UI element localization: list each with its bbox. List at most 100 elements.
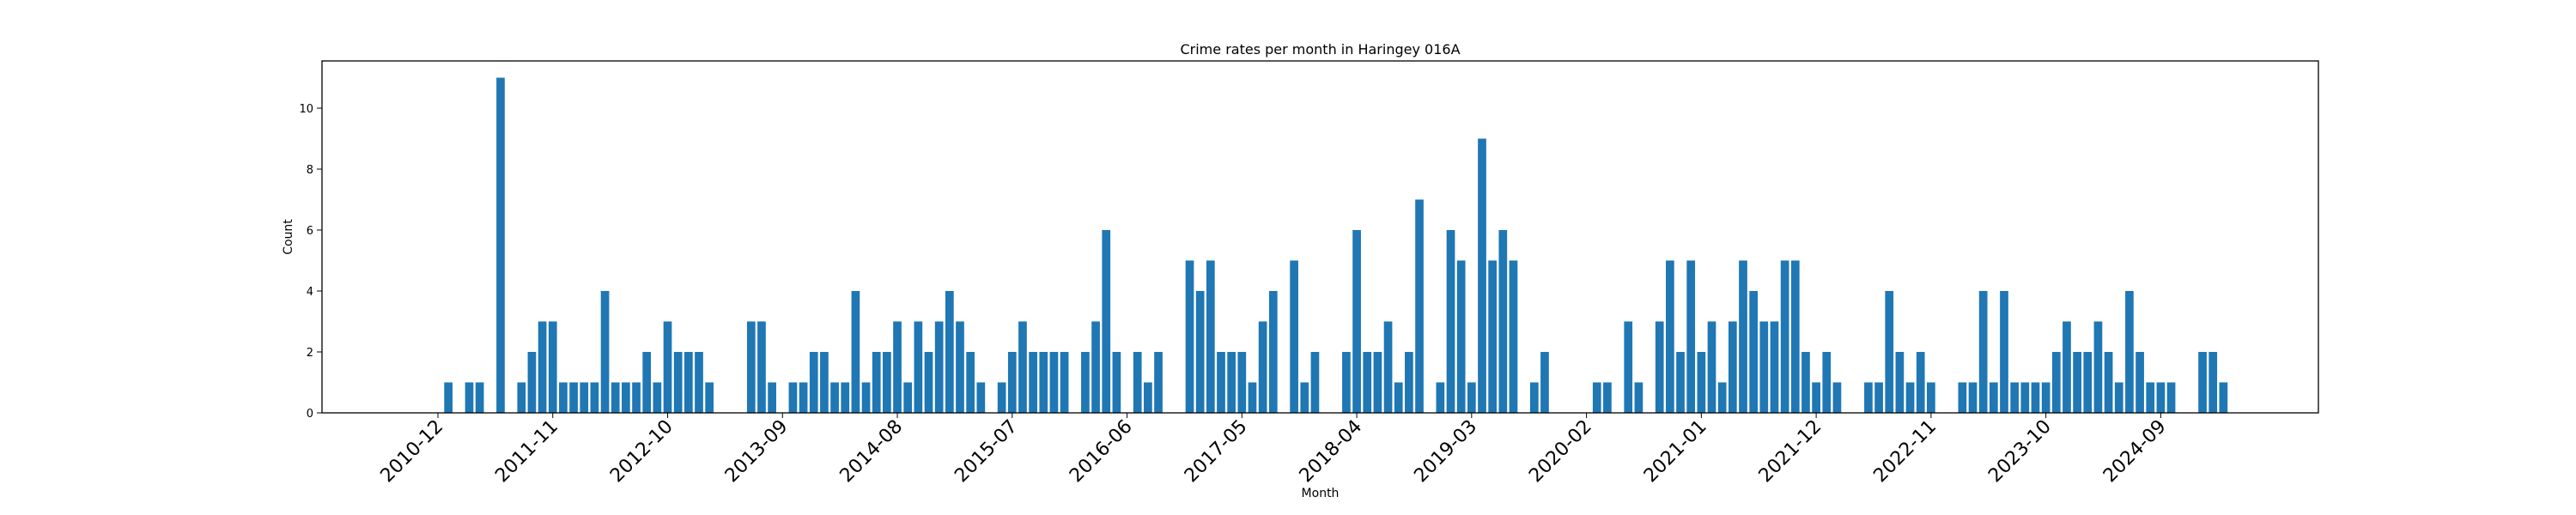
bar	[1018, 321, 1027, 413]
bar	[1655, 321, 1664, 413]
bar	[945, 291, 954, 413]
bar	[1352, 230, 1361, 413]
bar	[1978, 291, 1988, 413]
bar	[903, 382, 913, 413]
bar	[2166, 382, 2176, 413]
bar	[1373, 352, 1382, 413]
bar	[1436, 382, 1445, 413]
bar	[1446, 230, 1455, 413]
x-tick-label: 2021-01	[1640, 416, 1711, 488]
bar	[2125, 291, 2134, 413]
bar	[600, 291, 610, 413]
x-axis-label: Month	[1302, 487, 1340, 500]
bar	[580, 382, 589, 413]
y-tick-label: 4	[307, 286, 313, 299]
bar	[1405, 352, 1413, 413]
bar	[1697, 352, 1706, 413]
bar	[830, 382, 839, 413]
bar	[1112, 352, 1121, 413]
bar	[2208, 352, 2218, 413]
bar	[1488, 260, 1498, 413]
bar	[820, 352, 829, 413]
bar	[1154, 352, 1163, 413]
bar	[590, 382, 599, 413]
bar	[861, 382, 871, 413]
x-tick-label: 2019-03	[1410, 416, 1481, 488]
bar	[893, 321, 902, 413]
bar	[997, 382, 1006, 413]
bar	[1832, 382, 1842, 413]
bar	[1739, 260, 1747, 413]
bar	[1342, 352, 1351, 413]
bar	[1049, 352, 1059, 413]
bar	[1456, 260, 1466, 413]
bar	[1790, 260, 1800, 413]
x-tick-label: 2022-11	[1869, 416, 1941, 488]
bar	[1927, 382, 1935, 413]
bar	[2041, 382, 2050, 413]
bar	[1634, 382, 1643, 413]
bar	[2051, 352, 2061, 413]
x-tick-label: 2010-12	[377, 416, 448, 488]
bars-group	[444, 77, 2228, 414]
bar	[496, 77, 505, 414]
bar	[2104, 352, 2113, 413]
y-axis-ticks: 0 2 4 6 8 10	[299, 103, 322, 421]
bar	[1529, 382, 1539, 413]
bar	[1509, 260, 1518, 413]
bar	[788, 382, 798, 413]
bar	[2000, 291, 2008, 413]
bar	[976, 382, 986, 413]
bar	[632, 382, 641, 413]
bar	[2114, 382, 2123, 413]
x-tick-label: 2012-10	[606, 416, 677, 488]
bar	[1310, 352, 1320, 413]
bar	[1592, 382, 1601, 413]
x-tick-label: 2013-09	[721, 416, 793, 488]
bar	[757, 321, 766, 413]
bar	[569, 382, 578, 413]
bar	[653, 382, 662, 413]
bar	[956, 321, 964, 413]
bar	[2136, 352, 2144, 413]
bar	[622, 382, 630, 413]
x-tick-label: 2016-06	[1066, 416, 1137, 488]
bar	[2083, 352, 2093, 413]
bar	[673, 352, 683, 413]
bar	[1916, 352, 1925, 413]
x-tick-label: 2020-02	[1525, 416, 1596, 488]
bar	[1091, 321, 1100, 413]
bar	[663, 321, 672, 413]
bar	[2146, 382, 2155, 413]
bar	[1874, 382, 1883, 413]
bar	[768, 382, 776, 413]
bar	[1864, 382, 1873, 413]
bar	[527, 352, 537, 413]
bar	[1498, 230, 1508, 413]
y-axis-label: Count	[282, 219, 295, 255]
bar	[1102, 230, 1111, 413]
bar	[851, 291, 860, 413]
chart-title: Crime rates per month in Haringey 016A	[1180, 41, 1460, 58]
bar	[1206, 260, 1215, 413]
bar	[934, 321, 944, 413]
y-tick-label: 2	[307, 347, 313, 360]
x-tick-label: 2014-08	[836, 416, 908, 488]
bar	[2031, 382, 2040, 413]
bar	[1749, 291, 1759, 413]
bar	[2063, 321, 2071, 413]
x-tick-label: 2015-07	[951, 416, 1022, 488]
bar	[1989, 382, 1998, 413]
bar	[642, 352, 652, 413]
bar	[517, 382, 526, 413]
y-tick-label: 8	[307, 164, 313, 177]
bar	[559, 382, 568, 413]
bar	[1007, 352, 1017, 413]
bar	[444, 382, 453, 413]
bar	[1081, 352, 1090, 413]
bar	[1227, 352, 1236, 413]
bar	[1822, 352, 1832, 413]
bar	[746, 321, 756, 413]
bar	[2219, 382, 2228, 413]
bar	[809, 352, 818, 413]
